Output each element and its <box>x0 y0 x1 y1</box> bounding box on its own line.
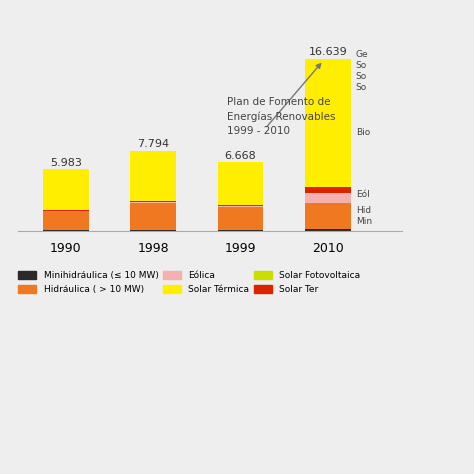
Text: 5.983: 5.983 <box>50 158 82 168</box>
Bar <box>130 229 176 231</box>
Text: 7.794: 7.794 <box>137 139 169 149</box>
Bar <box>305 229 351 231</box>
Bar <box>305 193 351 203</box>
Bar <box>130 201 176 202</box>
Text: 6.668: 6.668 <box>225 151 256 161</box>
Bar <box>218 230 263 231</box>
Text: Plan de Fomento de
Energías Renovables
1999 - 2010: Plan de Fomento de Energías Renovables 1… <box>228 97 336 136</box>
Text: 16.639: 16.639 <box>309 47 347 57</box>
Text: Hid
Min: Hid Min <box>356 206 372 226</box>
Bar <box>305 59 351 187</box>
Bar <box>218 205 263 206</box>
Bar <box>305 187 351 193</box>
Text: Bio: Bio <box>356 128 370 137</box>
Bar <box>43 169 89 210</box>
Bar <box>43 230 89 231</box>
Bar <box>130 202 176 229</box>
Text: Ge
So
So
So: Ge So So So <box>356 50 368 92</box>
Bar <box>218 162 263 205</box>
Bar <box>305 203 351 229</box>
Legend: Minihidráulica (≤ 10 MW), Hidráulica ( > 10 MW), Eólica, Solar Térmica, Solar Fo: Minihidráulica (≤ 10 MW), Hidráulica ( >… <box>15 268 364 298</box>
Bar <box>218 206 263 207</box>
Bar <box>43 211 89 230</box>
Bar <box>218 207 263 230</box>
Text: Eól: Eól <box>356 190 370 199</box>
Bar <box>130 151 176 201</box>
